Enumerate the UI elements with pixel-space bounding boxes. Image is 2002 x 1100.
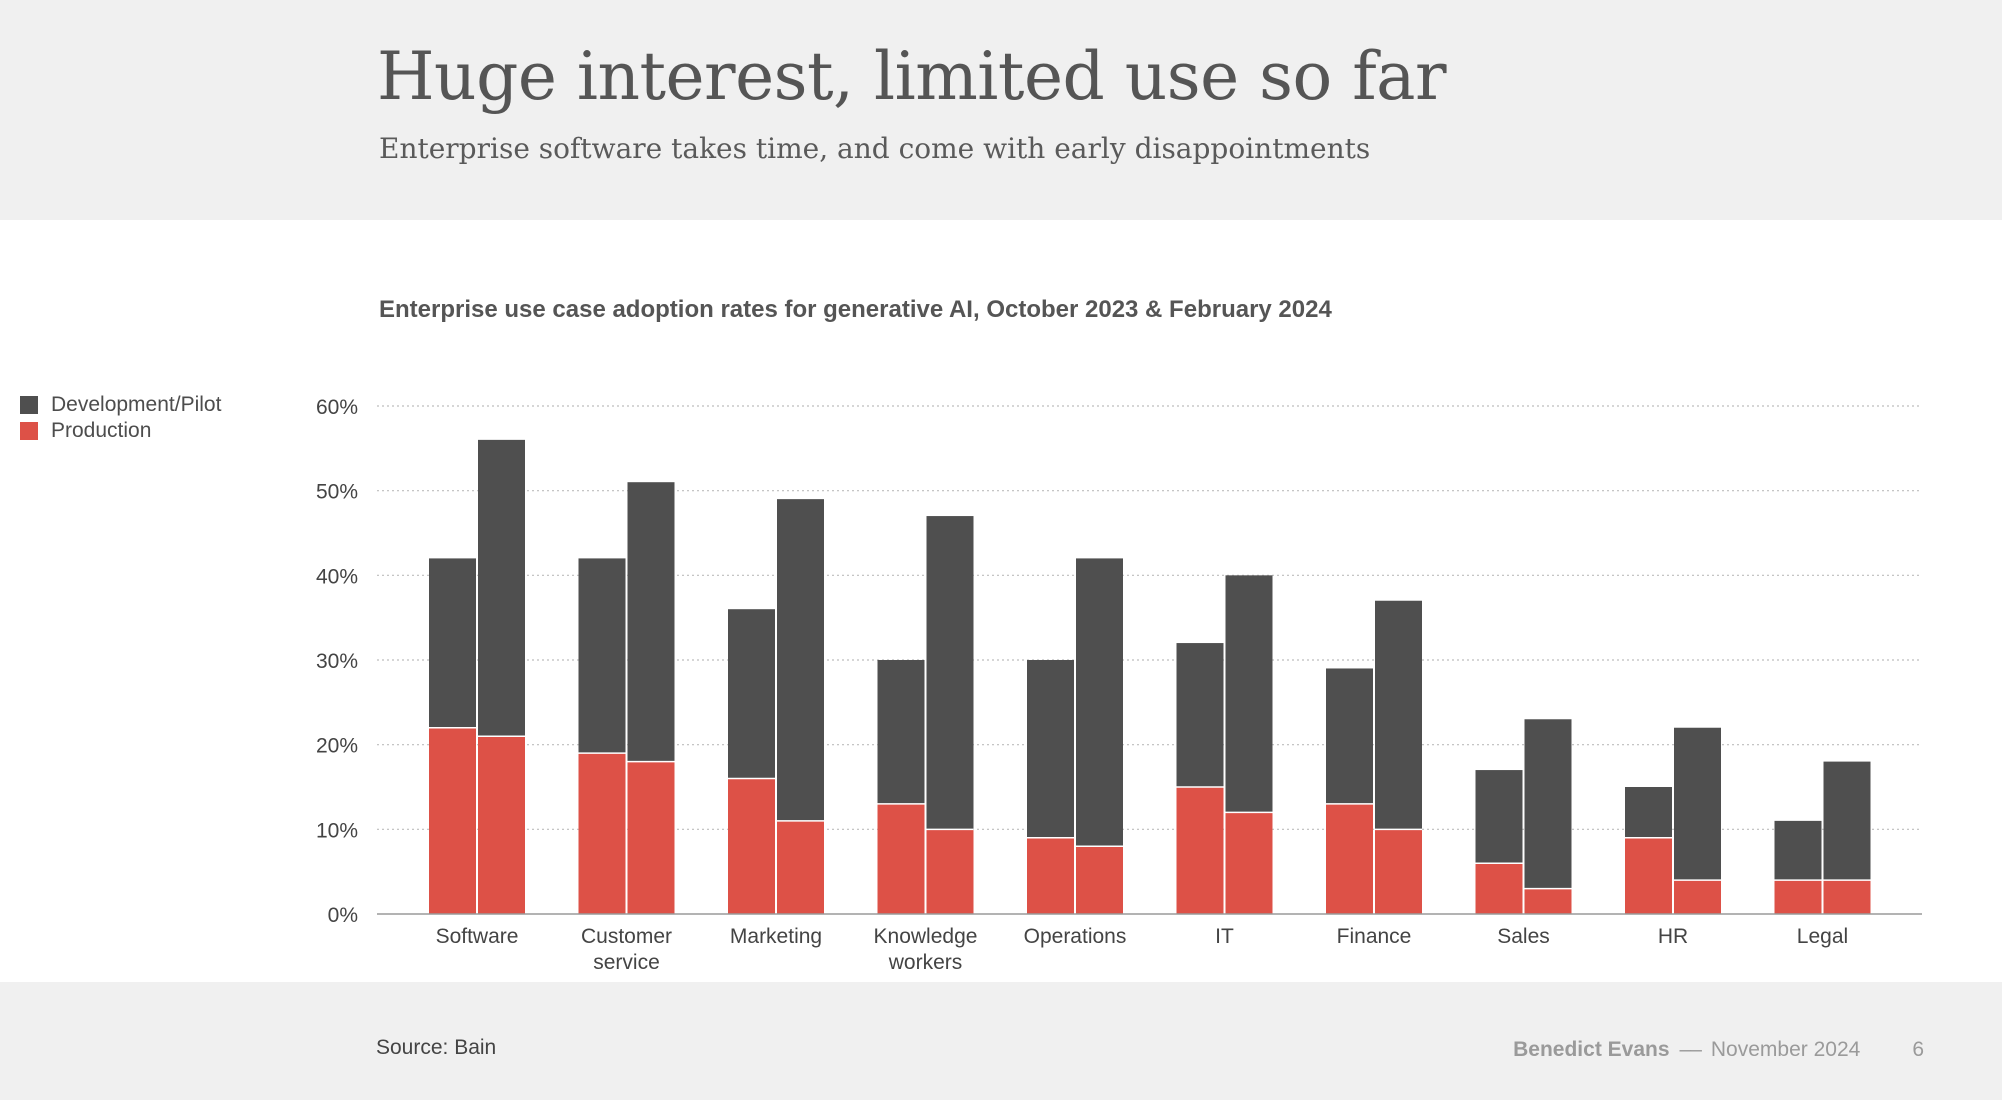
xtick-label-it: IT [1215, 925, 1234, 948]
xtick-label-line: Knowledge [874, 925, 978, 948]
bar-production-legal-oct-2023 [1774, 880, 1822, 914]
xtick-label-finance: Finance [1337, 925, 1412, 948]
bar-production-knowledge-workers-oct-2023 [877, 803, 925, 914]
xtick-label-line: Sales [1497, 925, 1550, 948]
bar-development-hr-feb-2024 [1674, 727, 1721, 881]
ytick-label-40: 40% [316, 565, 358, 588]
xtick-label-line: Finance [1337, 925, 1412, 948]
bar-production-customer-service-oct-2023 [578, 753, 626, 914]
ytick-label-20: 20% [316, 735, 358, 758]
bar-production-legal-feb-2024 [1823, 880, 1871, 914]
bar-development-software-oct-2023 [429, 558, 476, 728]
xtick-label-line: workers [888, 951, 963, 974]
page-number: 6 [1912, 1038, 1924, 1061]
legend-item-production: Production [20, 418, 221, 444]
bar-production-it-feb-2024 [1225, 812, 1273, 914]
xtick-label-line: Software [436, 925, 519, 948]
xtick-label-knowledge-workers: Knowledge workers [874, 925, 978, 974]
bar-development-marketing-feb-2024 [777, 499, 824, 821]
bar-production-software-feb-2024 [478, 736, 525, 914]
xtick-label-line: service [593, 951, 660, 974]
xtick-label-customer-service: Customer service [581, 925, 672, 974]
bar-production-hr-oct-2023 [1625, 837, 1672, 914]
xtick-label-line: HR [1658, 925, 1688, 948]
xtick-label-line: Marketing [730, 925, 822, 948]
bar-production-knowledge-workers-feb-2024 [926, 829, 974, 914]
ytick-label-0: 0% [328, 904, 358, 927]
bar-development-finance-feb-2024 [1375, 600, 1422, 830]
bar-production-finance-oct-2023 [1326, 803, 1373, 914]
bar-production-sales-oct-2023 [1475, 863, 1523, 914]
legend-swatch-development [20, 396, 38, 414]
ytick-label-50: 50% [316, 481, 358, 504]
bar-production-finance-feb-2024 [1375, 829, 1422, 914]
bar-production-marketing-oct-2023 [728, 778, 775, 914]
page-subtitle: Enterprise software takes time, and come… [379, 132, 1371, 165]
bar-development-software-feb-2024 [478, 439, 525, 737]
bar-development-customer-service-oct-2023 [578, 558, 626, 754]
legend-swatch-production [20, 422, 38, 440]
footer-source: Source: Bain [376, 1036, 497, 1059]
xtick-label-legal: Legal [1797, 925, 1848, 948]
bar-production-customer-service-feb-2024 [627, 761, 675, 914]
legend-label-development: Development/Pilot [51, 393, 222, 416]
bar-development-operations-feb-2024 [1076, 558, 1123, 847]
xtick-label-sales: Sales [1497, 925, 1550, 948]
xtick-label-hr: HR [1658, 925, 1688, 948]
bar-production-sales-feb-2024 [1524, 888, 1572, 914]
bar-development-hr-oct-2023 [1625, 787, 1672, 838]
footer-separator: –– [1679, 1038, 1702, 1061]
footer-date: November 2024 [1710, 1038, 1861, 1061]
legend-label-production: Production [51, 419, 152, 442]
bar-development-legal-oct-2023 [1774, 820, 1822, 881]
bar-development-sales-oct-2023 [1475, 770, 1523, 864]
bar-production-hr-feb-2024 [1674, 880, 1721, 914]
page-title: Huge interest, limited use so far [377, 38, 1447, 115]
bar-production-marketing-feb-2024 [777, 820, 824, 914]
bar-production-software-oct-2023 [429, 727, 476, 914]
ytick-label-30: 30% [316, 650, 358, 673]
chart-title: Enterprise use case adoption rates for g… [379, 296, 1332, 323]
chart-legend: Development/Pilot Production [20, 392, 221, 444]
xtick-label-software: Software [436, 925, 519, 948]
bar-development-marketing-oct-2023 [728, 609, 775, 779]
xtick-label-line: Customer [581, 925, 672, 948]
xtick-label-operations: Operations [1024, 925, 1127, 948]
bar-production-operations-feb-2024 [1076, 846, 1123, 914]
footer-credit: Benedict Evans –– November 2024 6 [1513, 1038, 1924, 1062]
footer-author: Benedict Evans [1513, 1038, 1670, 1061]
bar-development-operations-oct-2023 [1027, 660, 1074, 838]
header: Huge interest, limited use so far Enterp… [0, 0, 2002, 220]
bar-development-knowledge-workers-feb-2024 [926, 516, 974, 830]
bar-development-customer-service-feb-2024 [627, 482, 675, 762]
bar-development-legal-feb-2024 [1823, 761, 1871, 881]
bar-production-operations-oct-2023 [1027, 837, 1074, 914]
xtick-label-line: Legal [1797, 925, 1848, 948]
bar-development-knowledge-workers-oct-2023 [877, 660, 925, 804]
xtick-label-marketing: Marketing [730, 925, 822, 948]
bar-development-it-oct-2023 [1176, 643, 1224, 787]
bar-production-it-oct-2023 [1176, 787, 1224, 914]
bar-development-sales-feb-2024 [1524, 719, 1572, 889]
xtick-label-line: Operations [1024, 925, 1127, 948]
ytick-label-10: 10% [316, 819, 358, 842]
ytick-label-60: 60% [316, 396, 358, 419]
bar-development-finance-oct-2023 [1326, 668, 1373, 804]
xtick-label-line: IT [1215, 925, 1234, 948]
bar-development-it-feb-2024 [1225, 575, 1273, 813]
legend-item-development: Development/Pilot [20, 392, 221, 418]
